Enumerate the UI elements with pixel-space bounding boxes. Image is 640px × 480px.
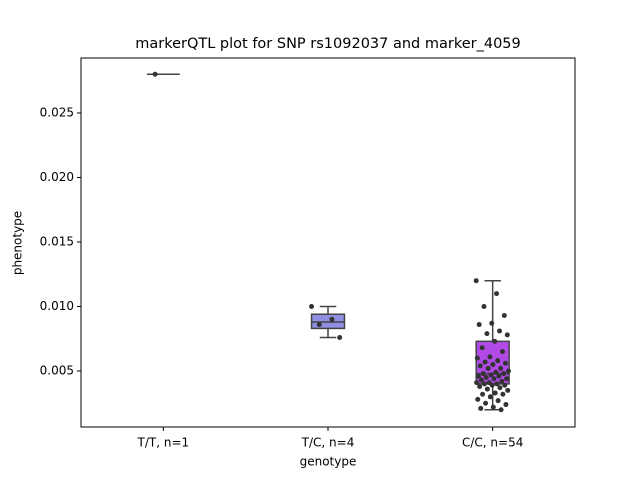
data-point [491, 376, 497, 382]
data-point [473, 278, 479, 284]
data-point [479, 345, 485, 351]
data-point [474, 355, 480, 361]
data-point [495, 398, 501, 404]
y-tick-label: 0.015 [40, 234, 74, 248]
data-point [477, 363, 483, 369]
data-point [475, 373, 481, 379]
data-point [489, 382, 495, 388]
data-point [481, 381, 487, 387]
data-point [477, 383, 483, 389]
data-point [482, 359, 488, 365]
data-point [329, 316, 335, 322]
data-point [501, 313, 507, 319]
data-point [481, 303, 487, 309]
x-axis-label: genotype [300, 455, 357, 469]
data-point [502, 360, 508, 366]
data-point [505, 387, 511, 393]
data-point [492, 338, 498, 344]
data-point [487, 354, 493, 360]
data-point [502, 382, 508, 388]
data-point [480, 371, 486, 377]
data-point [497, 385, 503, 391]
y-tick-label: 0.025 [40, 105, 74, 119]
data-point [484, 386, 490, 392]
data-point [316, 322, 322, 328]
data-point [483, 400, 489, 406]
data-point [490, 362, 496, 368]
data-point [504, 376, 510, 382]
data-point [492, 390, 498, 396]
data-point [489, 320, 495, 326]
data-point [498, 365, 504, 371]
data-point [503, 402, 509, 408]
data-point [494, 291, 500, 297]
y-tick-label: 0.020 [40, 170, 74, 184]
x-tick-label: T/C, n=4 [301, 436, 355, 450]
data-point [337, 334, 343, 340]
data-point [480, 391, 486, 397]
y-axis-label: phenotype [11, 211, 25, 275]
x-tick-label: T/T, n=1 [137, 436, 190, 450]
data-point [505, 368, 511, 374]
data-point [152, 71, 158, 77]
data-point [475, 396, 481, 402]
data-point [474, 380, 480, 386]
data-point [500, 391, 506, 397]
data-point [494, 381, 500, 387]
chart-title: markerQTL plot for SNP rs1092037 and mar… [135, 36, 521, 52]
data-point [478, 377, 484, 383]
data-point [488, 372, 494, 378]
data-point [478, 405, 484, 411]
y-tick-label: 0.010 [40, 299, 74, 313]
data-point [499, 378, 505, 384]
data-point [490, 404, 496, 410]
data-point [484, 331, 490, 337]
x-tick-label: C/C, n=54 [462, 436, 523, 450]
data-point [483, 374, 489, 380]
y-tick-label: 0.005 [40, 364, 74, 378]
data-point [496, 373, 502, 379]
data-point [498, 407, 504, 413]
data-point [501, 371, 507, 377]
data-point [504, 332, 510, 338]
data-point [493, 369, 499, 375]
data-point [499, 349, 505, 355]
data-point [485, 365, 491, 371]
data-point [476, 322, 482, 328]
data-point [487, 394, 493, 400]
data-point [495, 358, 501, 364]
data-point [497, 328, 503, 334]
data-point [309, 303, 315, 309]
